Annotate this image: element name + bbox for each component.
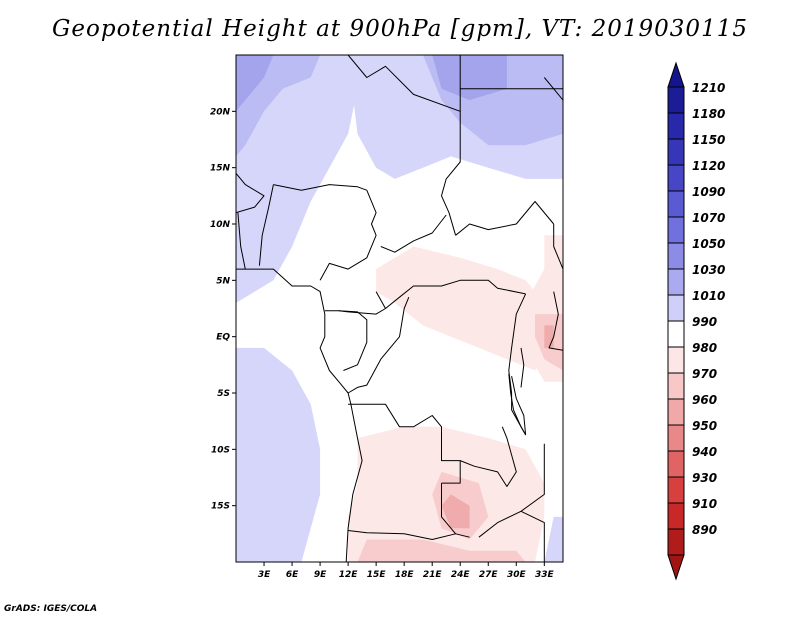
colorbar-label-930: 930 <box>692 471 717 485</box>
political-borders-layer <box>236 55 563 562</box>
lat-tick-label-5N: 5N <box>216 276 230 286</box>
coastline-west-africa <box>236 268 363 562</box>
lon-tick-label-15E: 15E <box>367 570 387 580</box>
colorbar-box-980 <box>667 346 685 374</box>
colorbar-bottom-arrow <box>667 554 685 581</box>
colorbar-box-1120 <box>667 164 685 192</box>
border-uganda-kenya <box>548 291 563 351</box>
colorbar-box-1150 <box>667 138 685 166</box>
lon-tick-label-21E: 21E <box>423 570 443 580</box>
lat-tick-label-10N: 10N <box>210 220 231 230</box>
red-sea-coast <box>543 77 563 101</box>
colorbar-label-970: 970 <box>692 367 717 381</box>
lon-tick-label-18E: 18E <box>395 570 415 580</box>
colorbar-label-940: 940 <box>692 445 717 459</box>
lon-tick-label-27E: 27E <box>479 570 499 580</box>
lat-tick-label-20N: 20N <box>210 107 231 117</box>
colorbar-label-990: 990 <box>692 315 717 329</box>
colorbar-label-1150: 1150 <box>692 133 725 147</box>
border-nigeria-chad <box>319 190 377 281</box>
colorbar-label-1120: 1120 <box>692 159 725 173</box>
border-ethiopia <box>553 224 563 270</box>
colorbar-box-1010 <box>667 294 685 322</box>
colorbar-box-930 <box>667 476 685 504</box>
lon-tick-label-6E: 6E <box>286 570 299 580</box>
field-red-960-south-spot <box>441 494 470 529</box>
lon-tick-label-24E: 24E <box>451 570 471 580</box>
colorbar-box-960 <box>667 398 685 426</box>
colorbar-top-arrow <box>667 61 685 88</box>
footer-credit: GrADS: IGES/COLA <box>4 604 98 614</box>
border-angola-zambia <box>441 483 456 535</box>
border-togo-ghana <box>237 212 246 270</box>
lat-tick-label-5S: 5S <box>217 389 230 399</box>
border-sudan-ssudan <box>455 201 555 236</box>
colorbar-label-1180: 1180 <box>692 107 725 121</box>
colorbar-box-990 <box>667 320 685 348</box>
colorbar-label-980: 980 <box>692 341 717 355</box>
field-red-960-east-spot <box>544 325 554 348</box>
lon-tick-label-12E: 12E <box>339 570 359 580</box>
border-mozambique <box>520 510 545 562</box>
border-drc-zambia <box>460 426 517 487</box>
lon-tick-label-30E: 30E <box>507 570 527 580</box>
border-zambia-malawi <box>478 443 545 538</box>
border-burkina <box>236 172 265 214</box>
lat-tick-label-10S: 10S <box>211 445 230 455</box>
colorbar-box-1090 <box>667 190 685 218</box>
colorbar-box-940 <box>667 450 685 478</box>
colorbar-label-910: 910 <box>692 497 717 511</box>
border-drc-angola <box>348 403 461 484</box>
colorbar-label-1050: 1050 <box>692 237 725 251</box>
lon-tick-label-9E: 9E <box>314 570 327 580</box>
lon-tick-label-33E: 33E <box>535 570 555 580</box>
colorbar-box-1180 <box>667 112 685 140</box>
contour-fill-layer <box>236 55 563 562</box>
colorbar-box-910 <box>667 502 685 530</box>
border-angola-namibia <box>348 530 470 540</box>
lat-tick-label-15S: 15S <box>211 502 230 512</box>
field-red-980-central <box>376 246 554 371</box>
colorbar-box-950 <box>667 424 685 452</box>
map-axes: 20N 15N 10N 5N EQ 5S 10S 15S 3E 6E 9E 12E 15E 18E 21E 2… <box>210 107 555 580</box>
colorbar-box-970 <box>667 372 685 400</box>
colorbar-label-1010: 1010 <box>692 289 725 303</box>
colorbar-box-1030 <box>667 268 685 296</box>
border-niger-nigeria <box>273 184 367 191</box>
colorbar-label-950: 950 <box>692 419 717 433</box>
map-frame <box>235 54 564 563</box>
lat-tick-label-EQ: EQ <box>216 333 230 343</box>
border-benin-togo <box>258 184 274 266</box>
field-red-970-south-edge <box>357 539 526 562</box>
border-cameroon-gabon <box>324 308 386 315</box>
border-chad-sudan <box>441 111 461 236</box>
page-title: Geopotential Height at 900hPa [gpm], VT:… <box>52 16 748 42</box>
colorbar-label-1030: 1030 <box>692 263 725 277</box>
lake-tanganyika <box>508 373 527 436</box>
border-chad-car <box>380 214 447 253</box>
border-car-cameroon <box>375 279 526 309</box>
border-libya-niger <box>347 55 461 112</box>
colorbar-label-1070: 1070 <box>692 211 725 225</box>
colorbar-box-890 <box>667 528 685 556</box>
colorbar-box-1210 <box>667 86 685 114</box>
colorbar-label-960: 960 <box>692 393 717 407</box>
colorbar: 1210 1180 1150 1120 1090 1070 1050 1030 1010 990 9… <box>667 61 725 581</box>
field-blue-1010-southwest <box>236 347 321 562</box>
colorbar-label-890: 890 <box>692 523 717 537</box>
border-congo-drc <box>347 297 410 394</box>
colorbar-box-1070 <box>667 216 685 244</box>
colorbar-label-1090: 1090 <box>692 185 725 199</box>
colorbar-box-1050 <box>667 242 685 270</box>
border-rwanda-burundi <box>520 347 525 388</box>
lat-tick-label-15N: 15N <box>210 164 231 174</box>
field-blue-1010-se-corner <box>544 516 563 562</box>
border-gabon-congo <box>338 310 368 371</box>
lon-tick-label-3E: 3E <box>258 570 271 580</box>
colorbar-label-1210: 1210 <box>692 81 725 95</box>
field-blue-1010-west <box>236 55 358 303</box>
field-blue-1050-corner-nw <box>236 55 274 112</box>
